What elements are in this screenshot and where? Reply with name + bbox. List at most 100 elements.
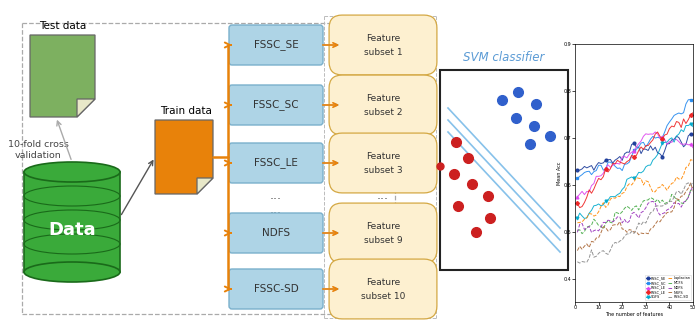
FSSC_SE: [672, 134, 680, 138]
NGFS: [668, 210, 676, 214]
FSSC_SE: [613, 157, 622, 161]
Line: MCFS: MCFS: [578, 190, 693, 234]
FSSC_SE: [665, 142, 673, 146]
FSSC_LE: [632, 153, 640, 157]
Text: FSSC_SE: FSSC_SE: [253, 40, 298, 50]
FSSC_LE: [689, 146, 697, 150]
FSSC-SD: [601, 251, 610, 255]
NGFS: [634, 233, 643, 237]
NDFS: [613, 215, 622, 219]
FSSC_LE: [637, 139, 645, 143]
FSSC-SD: [663, 202, 671, 206]
NDFS: [585, 224, 594, 228]
FSSC_LE: [682, 122, 690, 125]
MCFS: [670, 195, 678, 199]
MCFS: [663, 201, 671, 205]
SGFS: [599, 203, 608, 207]
FancyBboxPatch shape: [329, 75, 437, 135]
FSSC_SE: [642, 147, 650, 151]
FSSC_LE: [661, 137, 669, 141]
FSSC_LE: [630, 155, 638, 159]
NGFS: [651, 222, 659, 226]
Laplacian: [575, 220, 584, 224]
Laplacian: [646, 186, 654, 190]
FSSC_LE: [585, 190, 594, 194]
MCFS: [680, 202, 688, 206]
NGFS: [592, 236, 601, 240]
Text: subset 2: subset 2: [364, 108, 402, 117]
Laplacian: [658, 183, 666, 187]
FSSC_LE: [594, 174, 603, 178]
FSSC_LE: [677, 125, 685, 129]
SGFS: [575, 211, 584, 215]
Line: FSSC_SE: FSSC_SE: [576, 132, 694, 172]
FSSC_LE: [599, 171, 608, 175]
MCFS: [608, 221, 617, 225]
NGFS: [639, 232, 648, 236]
NDFS: [627, 212, 636, 216]
NGFS: [672, 197, 680, 201]
Laplacian: [670, 180, 678, 184]
FSSC_SE: [573, 168, 582, 172]
MCFS: [604, 219, 612, 223]
Laplacian: [589, 214, 598, 218]
Laplacian: [637, 177, 645, 181]
MCFS: [592, 220, 601, 224]
FSSC_SC: [613, 166, 622, 170]
FSSC_LE: [582, 190, 591, 194]
NDFS: [684, 196, 692, 200]
Laplacian: [644, 180, 652, 184]
NDFS: [623, 221, 631, 225]
Laplacian: [623, 185, 631, 189]
FancyBboxPatch shape: [329, 203, 437, 263]
FSSC_SE: [620, 152, 629, 156]
FSSC_LE: [618, 161, 626, 165]
Polygon shape: [197, 178, 213, 194]
FSSC_SC: [632, 147, 640, 151]
FSSC_LE: [608, 163, 617, 167]
MCFS: [606, 220, 615, 224]
FSSC_SC: [677, 112, 685, 116]
FSSC-SD: [620, 234, 629, 238]
NGFS: [620, 227, 629, 231]
NGFS: [687, 181, 695, 185]
FSSC_SC: [689, 98, 697, 102]
FSSC_SE: [651, 145, 659, 149]
NGFS: [601, 226, 610, 230]
Text: Data: Data: [48, 221, 96, 239]
FSSC_LE: [665, 139, 673, 143]
NGFS: [580, 244, 589, 248]
MCFS: [594, 223, 603, 227]
FSSC-SD: [656, 204, 664, 208]
Laplacian: [625, 182, 634, 186]
Laplacian: [672, 175, 680, 179]
FSSC_SE: [575, 168, 584, 172]
Laplacian: [663, 188, 671, 192]
FSSC_LE: [682, 142, 690, 146]
Text: Feature: Feature: [366, 35, 400, 43]
FSSC-SD: [623, 232, 631, 236]
NDFS: [620, 217, 629, 221]
MCFS: [578, 232, 587, 236]
FSSC_LE: [670, 137, 678, 141]
FSSC_LE: [646, 140, 654, 144]
FSSC_SC: [601, 167, 610, 171]
Laplacian: [677, 177, 685, 181]
SGFS: [682, 124, 690, 127]
NGFS: [649, 226, 657, 230]
Text: subset 9: subset 9: [364, 236, 402, 245]
FSSC_LE: [589, 182, 598, 186]
MCFS: [649, 197, 657, 201]
Laplacian: [594, 210, 603, 214]
FSSC-SD: [589, 255, 598, 259]
FSSC_SE: [689, 132, 697, 136]
FSSC_SE: [670, 137, 678, 141]
FSSC_LE: [642, 132, 650, 136]
SGFS: [646, 163, 654, 167]
Laplacian: [649, 190, 657, 194]
FSSC_LE: [597, 178, 606, 182]
SGFS: [665, 137, 673, 141]
FSSC_LE: [611, 162, 620, 166]
Laplacian: [618, 191, 626, 195]
FSSC_SC: [649, 134, 657, 138]
